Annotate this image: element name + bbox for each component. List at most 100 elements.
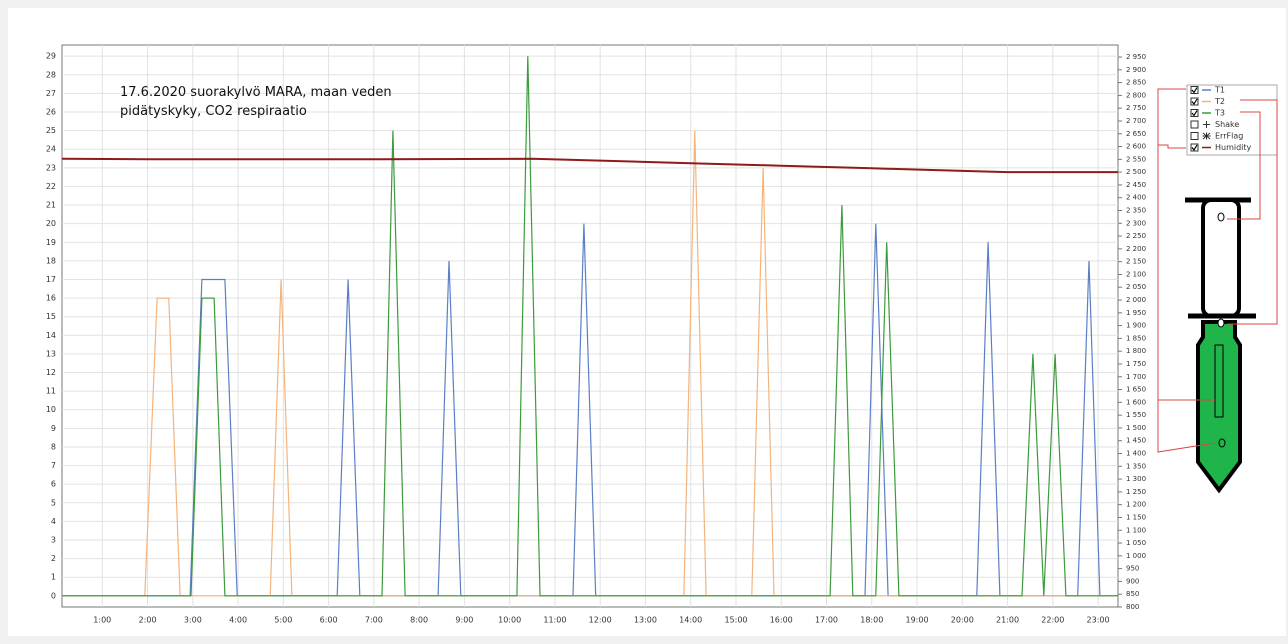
x-tick-label: 16:00 [770,616,793,625]
y2-tick-label: 2 750 [1126,104,1146,112]
y-tick-label: 14 [46,331,56,340]
legend-checkbox [1191,133,1198,140]
x-tick-label: 13:00 [634,616,657,625]
y-tick-label: 17 [46,275,56,284]
x-tick-label: 2:00 [139,616,157,625]
y2-tick-label: 2 500 [1126,168,1146,176]
y-tick-label: 29 [46,52,56,61]
x-tick-label: 11:00 [543,616,566,625]
y-tick-label: 19 [46,238,56,247]
x-tick-label: 20:00 [951,616,974,625]
x-tick-label: 12:00 [589,616,612,625]
y2-tick-label: 1 150 [1126,513,1146,521]
x-tick-label: 5:00 [274,616,292,625]
y2-tick-label: 2 400 [1126,194,1146,202]
x-tick-label: 8:00 [410,616,428,625]
y2-tick-label: 2 850 [1126,79,1146,87]
y2-tick-label: 2 050 [1126,283,1146,291]
y2-tick-label: 1 350 [1126,462,1146,470]
y2-tick-label: 1 500 [1126,424,1146,432]
y2-tick-label: 800 [1126,603,1139,611]
y-tick-label: 27 [46,89,56,98]
y-tick-label: 8 [51,442,56,451]
y2-tick-label: 2 150 [1126,258,1146,266]
x-tick-label: 6:00 [320,616,338,625]
y-tick-label: 1 [51,573,56,582]
y-tick-label: 24 [46,145,56,154]
y2-tick-label: 2 800 [1126,91,1146,99]
y2-tick-label: 1 850 [1126,334,1146,342]
y2-tick-label: 1 650 [1126,386,1146,394]
y2-tick-label: 1 750 [1126,360,1146,368]
y2-tick-label: 1 100 [1126,526,1146,534]
y2-tick-label: 1 950 [1126,309,1146,317]
y-tick-label: 10 [46,405,56,414]
x-tick-label: 18:00 [860,616,883,625]
y2-tick-label: 2 550 [1126,155,1146,163]
y2-tick-label: 2 700 [1126,117,1146,125]
y2-tick-label: 2 300 [1126,219,1146,227]
y-tick-label: 20 [46,219,56,228]
legend-label: T3 [1214,109,1225,118]
x-tick-label: 7:00 [365,616,383,625]
annotation: 17.6.2020 suorakylvö MARA, maan veden [120,85,392,100]
y2-tick-label: 2 200 [1126,245,1146,253]
y-tick-label: 21 [46,201,56,210]
y2-tick-label: 1 300 [1126,475,1146,483]
y2-tick-label: 1 900 [1126,322,1146,330]
y-tick-label: 28 [46,70,56,79]
y2-tick-label: 1 700 [1126,373,1146,381]
y2-tick-label: 1 050 [1126,539,1146,547]
y2-tick-label: 1 450 [1126,437,1146,445]
x-tick-label: 1:00 [93,616,111,625]
y2-tick-label: 2 250 [1126,232,1146,240]
legend-checkbox [1191,121,1198,128]
y-tick-label: 6 [51,480,56,489]
y2-tick-label: 850 [1126,590,1139,598]
y2-tick-label: 2 900 [1126,66,1146,74]
legend-swatch [1203,133,1211,140]
y-tick-label: 15 [46,312,56,321]
x-tick-label: 14:00 [679,616,702,625]
x-tick-label: 10:00 [498,616,521,625]
y-tick-label: 3 [51,536,56,545]
y2-tick-label: 2 000 [1126,296,1146,304]
y2-tick-label: 1 400 [1126,450,1146,458]
y2-tick-label: 2 600 [1126,143,1146,151]
y-tick-label: 2 [51,554,56,563]
y2-tick-label: 950 [1126,565,1139,573]
legend-label: ErrFlag [1215,132,1243,141]
y2-tick-label: 2 650 [1126,130,1146,138]
y-tick-label: 7 [51,461,56,470]
x-tick-label: 23:00 [1087,616,1110,625]
y2-tick-label: 2 100 [1126,270,1146,278]
legend-label: T2 [1214,97,1225,106]
y2-tick-label: 1 600 [1126,398,1146,406]
y-tick-label: 0 [51,591,56,600]
y2-tick-label: 2 350 [1126,207,1146,215]
y-tick-label: 16 [46,294,56,303]
x-tick-label: 4:00 [229,616,247,625]
y-tick-label: 13 [46,349,56,358]
chart: 1:002:003:004:005:006:007:008:009:0010:0… [0,0,1288,644]
y2-tick-label: 1 200 [1126,501,1146,509]
x-tick-label: 19:00 [905,616,928,625]
page: {"chart_data": {"type": "line", "annotat… [0,0,1288,644]
y-tick-label: 23 [46,163,56,172]
y-tick-label: 12 [46,368,56,377]
y2-tick-label: 2 950 [1126,53,1146,61]
y-tick-label: 11 [46,387,56,396]
x-tick-label: 15:00 [724,616,747,625]
y2-tick-label: 1 550 [1126,411,1146,419]
y-tick-label: 26 [46,107,56,116]
legend-label: Humidity [1215,143,1252,152]
y-tick-label: 4 [51,517,56,526]
x-tick-label: 17:00 [815,616,838,625]
legend-label: T1 [1214,86,1225,95]
legend-label: Shake [1215,120,1239,129]
y-tick-label: 25 [46,126,56,135]
x-tick-label: 21:00 [996,616,1019,625]
y-tick-label: 9 [51,424,56,433]
y2-tick-label: 2 450 [1126,181,1146,189]
y-tick-label: 22 [46,182,56,191]
